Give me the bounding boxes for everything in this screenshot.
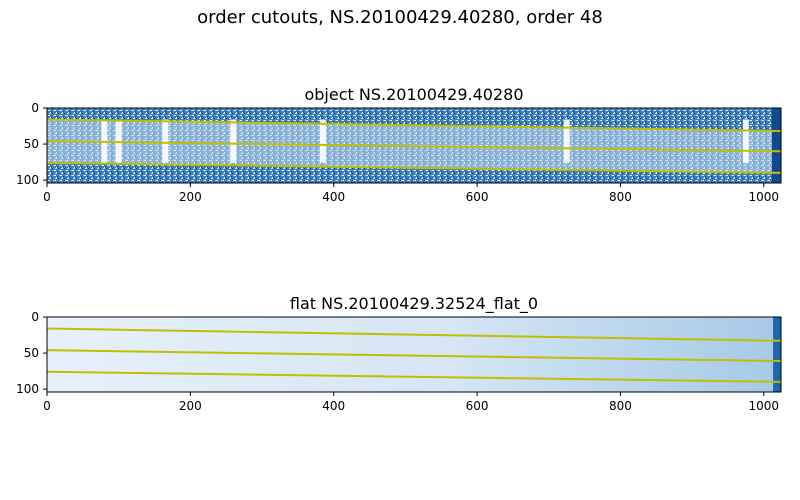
- y-tick-label: 100: [16, 382, 39, 396]
- object-panel: object NS.20100429.40280 0 200 400 600 800 10…: [16, 85, 782, 204]
- y-tick-label: 0: [31, 310, 39, 324]
- object-right-edge: [772, 108, 781, 183]
- object-order-traces: [46, 118, 782, 174]
- x-tick-label: 600: [466, 399, 489, 413]
- object-axes-frame: [46, 107, 782, 184]
- x-tick-label: 0: [43, 190, 51, 204]
- object-x-axis: 0 200 400 600 800 1000: [43, 183, 779, 204]
- x-tick-label: 400: [322, 190, 345, 204]
- sky-line-column: [742, 119, 749, 163]
- sky-line-column: [230, 119, 237, 163]
- y-tick-label: 0: [31, 101, 39, 115]
- x-tick-label: 400: [322, 399, 345, 413]
- order-trace-line: [46, 327, 782, 342]
- x-tick-label: 0: [43, 399, 51, 413]
- object-panel-title: object NS.20100429.40280: [304, 85, 523, 104]
- order-trace-line: [46, 118, 782, 133]
- x-tick-label: 200: [179, 399, 202, 413]
- flat-panel: flat NS.20100429.32524_flat_0 0 200 400 600…: [16, 294, 782, 413]
- flat-panel-title: flat NS.20100429.32524_flat_0: [290, 294, 538, 314]
- sky-line-column: [319, 119, 326, 163]
- x-tick-label: 600: [466, 190, 489, 204]
- figure-title: order cutouts, NS.20100429.40280, order …: [197, 7, 603, 28]
- sky-line-column: [563, 119, 570, 163]
- flat-saturated-edge: [773, 317, 781, 392]
- y-tick-label: 50: [24, 346, 39, 360]
- order-trace-line: [46, 370, 782, 383]
- x-tick-label: 200: [179, 190, 202, 204]
- y-tick-label: 50: [24, 137, 39, 151]
- object-y-axis: 0 50 100: [16, 101, 47, 187]
- order-trace-line: [46, 140, 782, 153]
- sky-line-column: [162, 119, 169, 163]
- order-trace-line: [46, 161, 782, 174]
- flat-order-traces: [46, 327, 782, 383]
- flat-axes-frame: [46, 316, 782, 393]
- x-tick-label: 800: [609, 399, 632, 413]
- y-tick-label: 100: [16, 173, 39, 187]
- order-trace-line: [46, 349, 782, 362]
- flat-x-axis: 0 200 400 600 800 1000: [43, 392, 779, 413]
- x-tick-label: 800: [609, 190, 632, 204]
- flat-y-axis: 0 50 100: [16, 310, 47, 396]
- x-tick-label: 1000: [749, 190, 780, 204]
- x-tick-label: 1000: [749, 399, 780, 413]
